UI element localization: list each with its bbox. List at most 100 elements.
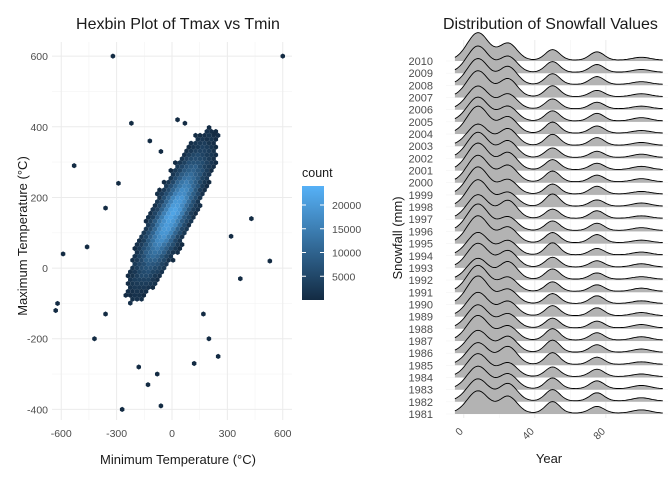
hexbin-cell [173, 230, 178, 236]
hexbin-cell [184, 156, 189, 162]
hexbin-cell [148, 210, 153, 216]
hexbin-cell [152, 281, 158, 287]
ridge-area-1985 [454, 342, 663, 366]
hexbin-cell [177, 238, 183, 244]
ridgeline-x-ticks: 0 40 80 [453, 426, 608, 443]
hexbin-cell [168, 222, 174, 228]
ridge-area-1999 [454, 166, 663, 195]
year-label: 2003 [409, 141, 433, 153]
hexbin-cell [168, 230, 174, 236]
year-label: 1984 [409, 372, 433, 384]
hexbin-cell [159, 269, 165, 275]
ridge-line-1995 [454, 215, 663, 243]
hexbin-cell [146, 284, 151, 291]
hexbin-cell [200, 144, 205, 150]
year-label: 2010 [409, 56, 433, 68]
hexbin-outlier-cell [103, 311, 108, 317]
hexbin-cell [161, 257, 167, 263]
hexbin-cell [125, 273, 131, 279]
ridge-line-1996 [454, 203, 663, 231]
ridgeline-x-tick-label: 0 [453, 426, 466, 439]
hexbin-cell [168, 191, 174, 197]
year-label: 1987 [409, 336, 433, 348]
hexbin-cell [168, 183, 174, 189]
hexbin-cell [179, 218, 185, 224]
hexbin-cell [168, 199, 174, 205]
hexbin-cell [159, 206, 165, 213]
ridgeline-panel: 1981198219831984198519861987198819891990… [390, 16, 668, 466]
hexbin-cell [134, 288, 140, 294]
hexbin-cell [137, 261, 142, 267]
hexbin-cell [139, 265, 144, 271]
y-tick-label: 200 [30, 192, 48, 204]
hexbin-cell [170, 171, 176, 177]
hexbin-cell [188, 195, 194, 201]
year-label: 1994 [409, 251, 433, 263]
hexbin-cell [139, 257, 144, 263]
ridge-area-2007 [454, 70, 663, 98]
hexbin-cell [152, 218, 158, 224]
hexbin-cell [200, 167, 205, 174]
hexbin-cell [213, 144, 219, 150]
hexbin-cell [197, 148, 203, 154]
hexbin-cell [200, 183, 205, 189]
hexbin-cell [155, 214, 160, 220]
hexbin-cell [206, 164, 212, 170]
legend-title: count [302, 166, 333, 180]
hexbin-cell [159, 261, 165, 267]
hexbin-cell [200, 175, 205, 181]
year-label: 1999 [409, 190, 433, 202]
hexbin-cell [130, 288, 135, 294]
hexbin-cell [141, 277, 147, 283]
ridge-area-2006 [454, 85, 663, 110]
hexbin-cell [195, 144, 201, 150]
hexbin-cell [143, 257, 149, 263]
hexbin-cell [193, 164, 198, 170]
hexbin-cell [175, 242, 180, 248]
hexbin-cell [206, 179, 212, 185]
ridgeline-title: Distribution of Snowfall Values [443, 16, 658, 33]
ridge-area-1991 [454, 265, 663, 293]
hexbin-cell [184, 195, 189, 201]
ridge-line-1985 [454, 342, 663, 365]
ridge-line-1994 [454, 231, 663, 256]
hexbin-cell [146, 238, 151, 244]
hexbin-cell [137, 238, 142, 244]
hexbin-cell [195, 160, 201, 166]
hexbin-cell [191, 175, 196, 181]
hexbin-cell [186, 222, 192, 228]
hexbin-cell [206, 132, 212, 138]
hexbin-cell [175, 187, 180, 193]
year-label: 1997 [409, 214, 433, 226]
hexbin-cell [132, 292, 138, 298]
hexbin-outlier-cell [212, 131, 217, 137]
year-label: 1992 [409, 275, 433, 287]
ridge-area-1989 [454, 292, 663, 317]
hexbin-outlier-cell [191, 360, 197, 367]
ridge-line-2004 [454, 105, 663, 134]
hexbin-cell [137, 284, 142, 291]
hexbin-outlier-cell [249, 216, 254, 222]
hexbin-cell [193, 195, 198, 201]
ridge-area-1988 [454, 304, 663, 329]
hexbin-cell [184, 203, 189, 209]
ridge-area-1984 [454, 353, 663, 378]
hexbin-cell [161, 242, 167, 248]
year-label: 2009 [409, 68, 433, 80]
hexbin-cell [173, 214, 178, 220]
hexbin-cell [150, 253, 156, 259]
hexbin-cell [202, 140, 207, 146]
hexbin-cell [177, 191, 183, 197]
hexbin-cell [123, 292, 129, 298]
hexbin-cell [155, 238, 160, 244]
hexbin-cell [184, 210, 189, 216]
hexbin-cell [150, 214, 156, 220]
hexbin-title: Hexbin Plot of Tmax vs Tmin [76, 16, 280, 33]
hexbin-y-axis-title: Maximum Temperature (°C) [15, 156, 30, 316]
hexbin-cell [193, 179, 198, 185]
hexbin-cell [130, 257, 135, 263]
hexbin-cell [148, 257, 153, 263]
hexbin-cell [182, 214, 187, 220]
hexbin-cell [130, 273, 135, 279]
hexbin-outlier-cell [158, 148, 164, 155]
